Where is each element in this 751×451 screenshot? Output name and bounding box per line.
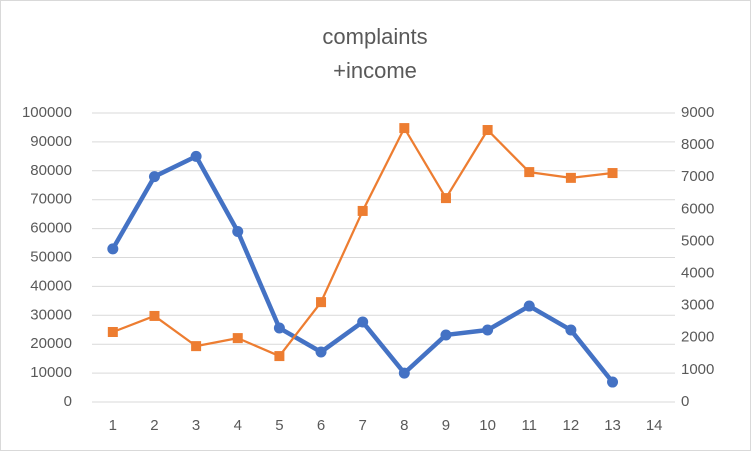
marker: [274, 351, 285, 362]
marker: [148, 171, 160, 183]
x-tick-label: 5: [275, 417, 283, 434]
y2-tick-label: 2000: [681, 329, 714, 346]
marker: [149, 310, 160, 321]
y-tick-label: 20000: [30, 335, 72, 352]
marker: [482, 324, 494, 336]
y-tick-label: 70000: [30, 191, 72, 208]
x-tick-label: 11: [521, 417, 537, 434]
y2-tick-label: 3000: [681, 297, 714, 314]
marker: [107, 326, 118, 337]
marker: [357, 316, 369, 328]
marker: [315, 346, 327, 358]
y2-tick-label: 1000: [681, 361, 714, 378]
marker: [607, 376, 619, 388]
y2-tick-label: 5000: [681, 232, 714, 249]
x-tick-label: 6: [317, 417, 325, 434]
y-tick-label: 0: [64, 393, 72, 410]
marker: [232, 333, 243, 344]
y-tick-label: 80000: [30, 162, 72, 179]
marker: [398, 367, 410, 379]
y-tick-label: 90000: [30, 133, 72, 150]
marker: [607, 168, 618, 179]
marker: [190, 150, 202, 162]
marker: [107, 243, 119, 255]
y2-tick-label: 7000: [681, 168, 714, 185]
marker: [191, 341, 202, 352]
y2-tick-label: 0: [681, 393, 689, 410]
y-tick-label: 40000: [30, 277, 72, 294]
x-tick-label: 12: [563, 417, 580, 434]
chart-title: +income: [333, 58, 417, 83]
marker: [524, 167, 535, 178]
x-tick-label: 13: [604, 417, 621, 434]
x-tick-label: 2: [150, 417, 158, 434]
marker: [523, 300, 535, 312]
y-tick-label: 30000: [30, 306, 72, 323]
marker: [565, 324, 577, 336]
marker: [440, 329, 452, 341]
y2-tick-label: 8000: [681, 136, 714, 153]
x-tick-label: 4: [234, 417, 242, 434]
marker: [316, 297, 327, 308]
marker: [232, 225, 244, 237]
x-tick-label: 3: [192, 417, 200, 434]
x-tick-label: 8: [400, 417, 408, 434]
y-tick-label: 50000: [30, 248, 72, 265]
y-tick-label: 100000: [22, 104, 72, 121]
marker: [273, 322, 285, 334]
marker: [565, 172, 576, 183]
chart-title: complaints: [322, 24, 427, 49]
y2-tick-label: 9000: [681, 104, 714, 121]
y2-tick-label: 4000: [681, 265, 714, 282]
x-tick-label: 1: [109, 417, 117, 434]
marker: [357, 205, 368, 216]
marker: [440, 193, 451, 204]
marker: [399, 123, 410, 134]
y2-tick-label: 6000: [681, 200, 714, 217]
y-tick-label: 10000: [30, 364, 72, 381]
marker: [482, 125, 493, 136]
x-tick-label: 9: [442, 417, 450, 434]
y-tick-label: 60000: [30, 220, 72, 237]
x-tick-label: 10: [479, 417, 496, 434]
x-tick-label: 14: [646, 417, 663, 434]
x-tick-label: 7: [359, 417, 367, 434]
